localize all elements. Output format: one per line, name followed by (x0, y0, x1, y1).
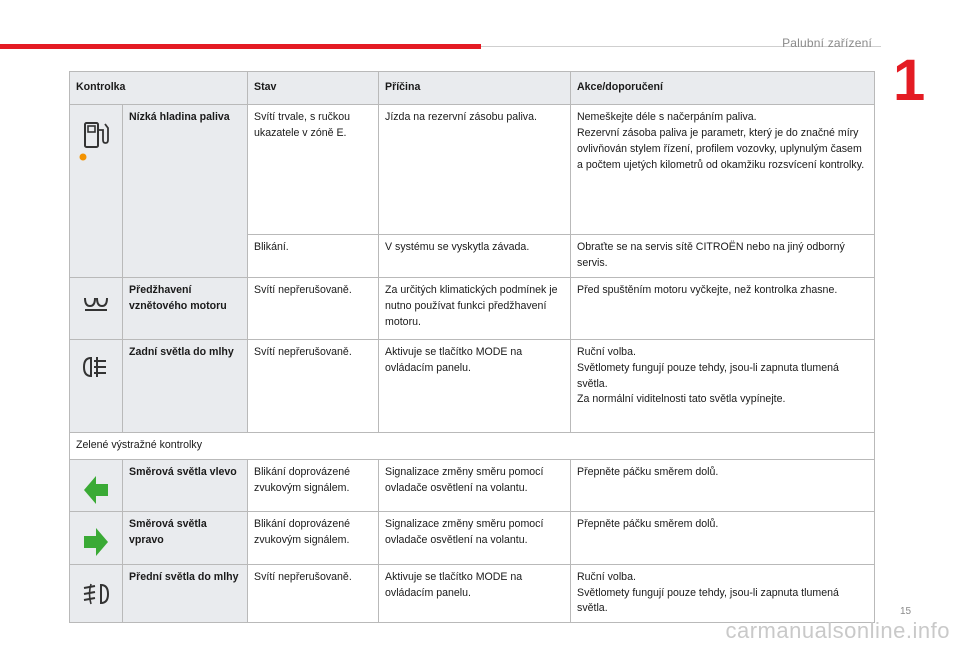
icon-cell (69, 338, 123, 433)
fuel-pump-icon (84, 122, 109, 148)
cause-cell: Za určitých klimatických podmínek je nut… (378, 276, 572, 340)
watermark: carmanualsonline.info (725, 618, 950, 643)
action-cell: Nemeškejte déle s načerpáním paliva. Rez… (570, 104, 876, 235)
table-row: Zadní světla do mlhy Svítí nepřerušovaně… (69, 338, 876, 433)
column-header-pricina: Příčina (378, 71, 572, 105)
chapter-number: 1 (893, 48, 926, 113)
section-row: Zelené výstražné kontrolky (68, 431, 876, 460)
arrow-right-icon (84, 527, 108, 556)
section-title: Palubní zařízení (782, 36, 872, 50)
action-cell: Přepněte páčku směrem dolů. (570, 510, 876, 565)
cause-cell: Aktivuje se tlačítko MODE na ovládacím p… (378, 338, 572, 433)
column-header-stav: Stav (247, 71, 380, 105)
cause-cell: Signalizace změny směru pomocí ovladače … (378, 510, 572, 565)
header-rule (481, 46, 881, 47)
state-cell: Blikání. (247, 234, 380, 278)
state-cell: Blikání doprovázené zvukovým signálem. (247, 510, 380, 565)
cause-cell: V systému se vyskytla závada. (378, 234, 572, 278)
page-number: 15 (900, 606, 912, 617)
table-row: Blikání. V systému se vyskytla závada. O… (70, 234, 876, 278)
cause-cell: Jízda na rezervní zásobu paliva. (378, 104, 572, 235)
table-row: Předžhavení vznětového motoru Svítí nepř… (69, 276, 876, 340)
cause-cell: Aktivuje se tlačítko MODE na ovládacím p… (378, 563, 572, 624)
icon-cell (69, 563, 123, 624)
column-header-kontrolka: Kontrolka (68, 71, 249, 105)
light-name: Přední světla do mlhy (121, 563, 249, 624)
action-cell: Obraťte se na servis sítě CITROËN nebo n… (570, 234, 876, 278)
action-cell: Ruční volba. Světlomety fungují pouze te… (570, 563, 876, 624)
cause-cell: Signalizace změny směru pomocí ovladače … (378, 458, 572, 512)
light-name: Zadní světla do mlhy (121, 338, 249, 433)
section-label: Zelené výstražné kontrolky (68, 431, 876, 460)
state-cell: Blikání doprovázené zvukovým signálem. (247, 458, 380, 512)
icon-cell (69, 510, 123, 565)
table-header-row: Kontrolka Stav Příčina Akce/doporučení (68, 71, 876, 105)
front-fog-light-icon (83, 583, 110, 604)
state-cell: Svítí nepřerušovaně. (247, 338, 380, 433)
light-name: Předžhavení vznětového motoru (121, 276, 249, 340)
warning-dot-icon (79, 153, 87, 161)
action-cell: Přepněte páčku směrem dolů. (570, 458, 876, 512)
table-row: Přední světla do mlhy Svítí nepřerušovan… (69, 563, 876, 624)
action-cell: Ruční volba. Světlomety fungují pouze te… (570, 338, 876, 433)
state-cell: Svítí trvale, s ručkou ukazatele v zóně … (247, 104, 380, 235)
table-row: Směrová světla vpravo Blikání doprovázen… (69, 510, 876, 565)
column-header-akce: Akce/doporučení (570, 71, 876, 105)
arrow-left-icon (84, 475, 108, 504)
table-row: Směrová světla vlevo Blikání doprovázené… (69, 458, 876, 512)
icon-cell (69, 276, 123, 340)
icon-cell (69, 104, 123, 278)
icon-cell (69, 458, 123, 512)
light-name: Směrová světla vlevo (121, 458, 249, 512)
light-name: Nízká hladina paliva (121, 104, 249, 278)
chapter-accent-bar (0, 44, 481, 49)
rear-fog-light-icon (82, 356, 106, 377)
warning-lights-table: Kontrolka Stav Příčina Akce/doporučení (68, 71, 876, 624)
light-name: Směrová světla vpravo (121, 510, 249, 565)
action-cell: Před spuštěním motoru vyčkejte, než kont… (570, 276, 876, 340)
state-cell: Svítí nepřerušovaně. (247, 276, 380, 340)
glow-plug-icon (84, 297, 108, 311)
table-row: Nízká hladina paliva Svítí trvale, s ruč… (69, 104, 876, 278)
state-cell: Svítí nepřerušovaně. (247, 563, 380, 624)
